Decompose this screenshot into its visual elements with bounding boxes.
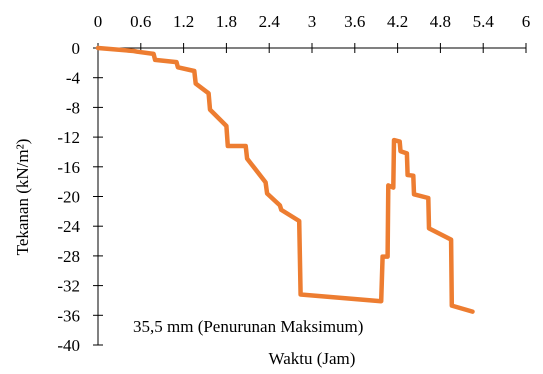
x-tick-label: 0 bbox=[94, 12, 103, 31]
y-tick-label: -12 bbox=[57, 128, 80, 147]
x-tick-label: 4.2 bbox=[387, 12, 408, 31]
x-tick-label: 1.8 bbox=[216, 12, 237, 31]
y-tick-label: -4 bbox=[66, 69, 81, 88]
axes bbox=[97, 47, 526, 345]
y-tick-label: -16 bbox=[57, 158, 80, 177]
y-tick-labels: 0 -4 -8 -12 -16 -20 -24 -28 -32 -36 -40 bbox=[57, 39, 80, 355]
y-tick-label: -20 bbox=[57, 188, 80, 207]
x-tick-label: 3.6 bbox=[344, 12, 365, 31]
series-group bbox=[95, 45, 475, 314]
max-settlement-annotation: 35,5 mm (Penurunan Maksimum) bbox=[133, 317, 363, 336]
tick-marks bbox=[93, 43, 527, 346]
y-tick-label: -32 bbox=[57, 277, 80, 296]
series-line-0 bbox=[95, 45, 475, 314]
x-tick-label: 2.4 bbox=[259, 12, 281, 31]
x-tick-label: 1.2 bbox=[173, 12, 194, 31]
x-tick-label: 5.4 bbox=[473, 12, 495, 31]
x-tick-label: 3 bbox=[308, 12, 317, 31]
x-axis-title: Waktu (Jam) bbox=[269, 349, 356, 368]
y-tick-label: -28 bbox=[57, 247, 80, 266]
x-tick-label: 6 bbox=[522, 12, 531, 31]
y-tick-label: -36 bbox=[57, 306, 80, 325]
y-tick-label: 0 bbox=[72, 39, 81, 58]
y-tick-label: -8 bbox=[66, 98, 80, 117]
x-tick-labels: 0 0.6 1.2 1.8 2.4 3 3.6 4.2 4.8 5.4 6 bbox=[94, 12, 531, 31]
x-tick-label: 4.8 bbox=[430, 12, 451, 31]
y-axis-title: Tekanan (kN/m²) bbox=[13, 139, 32, 256]
x-tick-label: 0.6 bbox=[130, 12, 151, 31]
y-tick-label: -24 bbox=[57, 217, 80, 236]
y-tick-label: -40 bbox=[57, 336, 80, 355]
